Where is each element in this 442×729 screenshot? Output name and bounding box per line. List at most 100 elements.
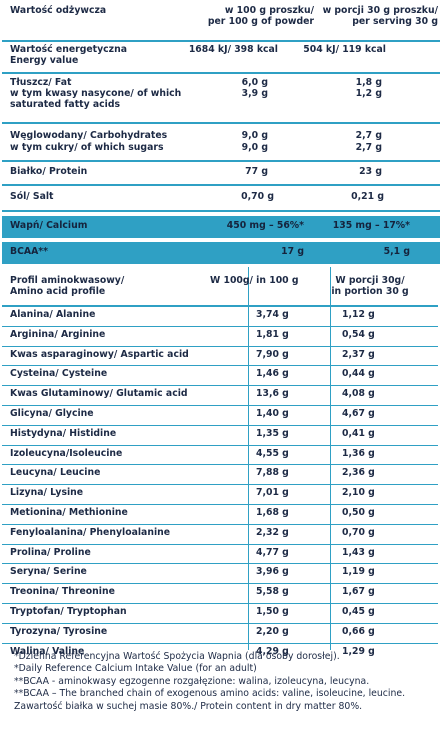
bcaa-per-serving: 5,1 g (383, 246, 410, 257)
divider (2, 160, 440, 162)
amino-per-portion: 2,36 g (342, 467, 375, 479)
bcaa-row: BCAA** 17 g 5,1 g (2, 242, 440, 264)
amino-per-portion: 2,37 g (342, 348, 375, 360)
amino-rows: Alanina/ Alanine 3,74 g 1,12 g Arginina/ Ar… (2, 307, 438, 662)
amino-per-portion: 0,44 g (342, 368, 375, 380)
fat-row: Tłuszcz/ Fat 6,0 g 1,8 g w tym kwasy nas… (2, 74, 440, 122)
nutrition-table: Wartość odżywcza w 100 g proszku/ per 10… (2, 0, 440, 264)
amino-per-100g: 1,35 g (256, 427, 289, 439)
footnote-protein-content: Zawartość białka w suchej masie 80%./ Pr… (14, 700, 363, 712)
saturated-fat-per-serving: 1,2 g (355, 88, 382, 99)
amino-row: Cysteina/ Cysteine 1,46 g 0,44 g (2, 366, 438, 387)
bcaa-label: BCAA** (10, 246, 49, 257)
footnote-bcaa-en: **BCAA – The branched chain of exogenous… (14, 688, 406, 700)
amino-per-100g: 1,46 g (256, 368, 289, 380)
amino-header-profile: Profil aminokwasowy/ Amino acid profile (10, 275, 125, 297)
fat-per-serving: 1,8 g (355, 77, 382, 88)
amino-per-100g: 4,77 g (256, 546, 289, 558)
carbs-per-serving: 2,7 g (355, 130, 382, 141)
amino-name: Kwas asparaginowy/ Aspartic acid (10, 348, 189, 360)
amino-name: Cysteina/ Cysteine (10, 368, 108, 380)
amino-name: Fenyloalanina/ Phenyloalanine (10, 526, 171, 538)
saturated-fat-per-100g: 3,9 g (241, 88, 268, 99)
amino-per-portion: 1,43 g (342, 546, 375, 558)
calcium-label: Wapń/ Calcium (10, 220, 88, 231)
divider (2, 210, 440, 212)
calcium-per-serving: 135 mg – 17%* (332, 220, 410, 231)
amino-row: Alanina/ Alanine 3,74 g 1,12 g (2, 307, 438, 327)
amino-per-100g: 7,88 g (256, 467, 289, 479)
amino-per-100g: 2,32 g (256, 526, 289, 538)
carbs-label: Węglowodany/ Carbohydrates (10, 130, 168, 141)
salt-row: Sól/ Salt 0,70 g 0,21 g (2, 186, 440, 210)
energy-row: Wartość energetyczna Energy value 1684 k… (2, 42, 440, 72)
footnote-bcaa-pl: **BCAA - aminokwasy egzogenne rozgałęzio… (14, 675, 370, 687)
amino-row: Seryna/ Serine 3,96 g 1,19 g (2, 564, 438, 585)
amino-per-100g: 5,58 g (256, 586, 289, 598)
header-per-serving: w porcji 30 g proszku/ per serving 30 g (322, 5, 438, 27)
amino-name: Glicyna/ Glycine (10, 407, 94, 419)
protein-per-100g: 77 g (245, 166, 268, 177)
calcium-row: Wapń/ Calcium 450 mg – 56%* 135 mg – 17%… (2, 216, 440, 238)
sugars-per-100g: 9,0 g (241, 142, 268, 153)
energy-label: Wartość energetyczna Energy value (10, 44, 127, 66)
amino-per-portion: 1,12 g (342, 309, 375, 320)
amino-per-portion: 0,54 g (342, 328, 375, 340)
amino-per-100g: 2,20 g (256, 625, 289, 637)
salt-label: Sól/ Salt (10, 191, 54, 202)
energy-per-serving: 504 kJ/ 119 kcal (303, 44, 386, 55)
amino-name: Izoleucyna/Isoleucine (10, 447, 123, 459)
amino-name: Alanina/ Alanine (10, 309, 96, 320)
fat-per-100g: 6,0 g (241, 77, 268, 88)
amino-name: Metionina/ Methionine (10, 506, 128, 518)
amino-name: Tyrozyna/ Tyrosine (10, 625, 108, 637)
amino-name: Leucyna/ Leucine (10, 467, 101, 479)
bcaa-per-100g: 17 g (281, 246, 304, 257)
divider (2, 184, 440, 186)
amino-row: Kwas asparaginowy/ Aspartic acid 7,90 g 2,… (2, 347, 438, 367)
amino-acid-table: Profil aminokwasowy/ Amino acid profile … (2, 267, 438, 662)
amino-per-portion: 0,50 g (342, 506, 375, 518)
amino-row: Izoleucyna/Isoleucine 4,55 g 1,36 g (2, 446, 438, 466)
sugars-label: w tym cukry/ of which sugars (10, 142, 164, 153)
protein-row: Białko/ Protein 77 g 23 g (2, 162, 440, 184)
amino-row: Fenyloalanina/ Phenyloalanine 2,32 g 0,70 … (2, 525, 438, 545)
amino-row: Arginina/ Arginine 1,81 g 0,54 g (2, 327, 438, 347)
amino-row: Histydyna/ Histidine 1,35 g 0,41 g (2, 426, 438, 446)
amino-per-portion: 2,10 g (342, 487, 375, 499)
column-divider (330, 267, 331, 650)
amino-row: Tryptofan/ Tryptophan 1,50 g 0,45 g (2, 604, 438, 624)
salt-per-100g: 0,70 g (241, 191, 274, 202)
amino-per-portion: 0,66 g (342, 625, 375, 637)
divider (2, 40, 440, 42)
amino-per-portion: 4,08 g (342, 388, 375, 400)
amino-row: Lizyna/ Lysine 7,01 g 2,10 g (2, 485, 438, 505)
amino-per-portion: 1,29 g (342, 645, 375, 657)
fat-label: Tłuszcz/ Fat (10, 77, 72, 88)
sugars-per-serving: 2,7 g (355, 142, 382, 153)
amino-row: Treonina/ Threonine 5,58 g 1,67 g (2, 584, 438, 604)
amino-per-portion: 0,41 g (342, 427, 375, 439)
energy-per-100g: 1684 kJ/ 398 kcal (188, 44, 278, 55)
calcium-per-100g: 450 mg – 56%* (226, 220, 304, 231)
divider (2, 72, 440, 74)
amino-per-100g: 1,40 g (256, 407, 289, 419)
amino-per-100g: 3,74 g (256, 309, 289, 320)
amino-per-100g: 1,81 g (256, 328, 289, 340)
amino-header-per-100g: W 100g/ in 100 g (210, 275, 299, 286)
amino-per-portion: 1,19 g (342, 566, 375, 578)
amino-name: Lizyna/ Lysine (10, 487, 84, 499)
amino-row: Walina/ Valine 4,29 g 1,29 g (2, 644, 438, 663)
amino-name: Tryptofan/ Tryptophan (10, 605, 127, 617)
header-per-100g: w 100 g proszku/ per 100 g of powder (207, 5, 314, 27)
amino-name: Arginina/ Arginine (10, 328, 106, 340)
amino-row: Glicyna/ Glycine 1,40 g 4,67 g (2, 406, 438, 426)
carbs-row: Węglowodany/ Carbohydrates 9,0 g 2,7 g w… (2, 124, 440, 160)
amino-per-portion: 1,67 g (342, 586, 375, 598)
carbs-per-100g: 9,0 g (241, 130, 268, 141)
protein-label: Białko/ Protein (10, 166, 88, 177)
protein-per-serving: 23 g (359, 166, 382, 177)
amino-name: Seryna/ Serine (10, 566, 87, 578)
amino-name: Kwas Glutaminowy/ Glutamic acid (10, 388, 188, 400)
amino-per-100g: 3,96 g (256, 566, 289, 578)
